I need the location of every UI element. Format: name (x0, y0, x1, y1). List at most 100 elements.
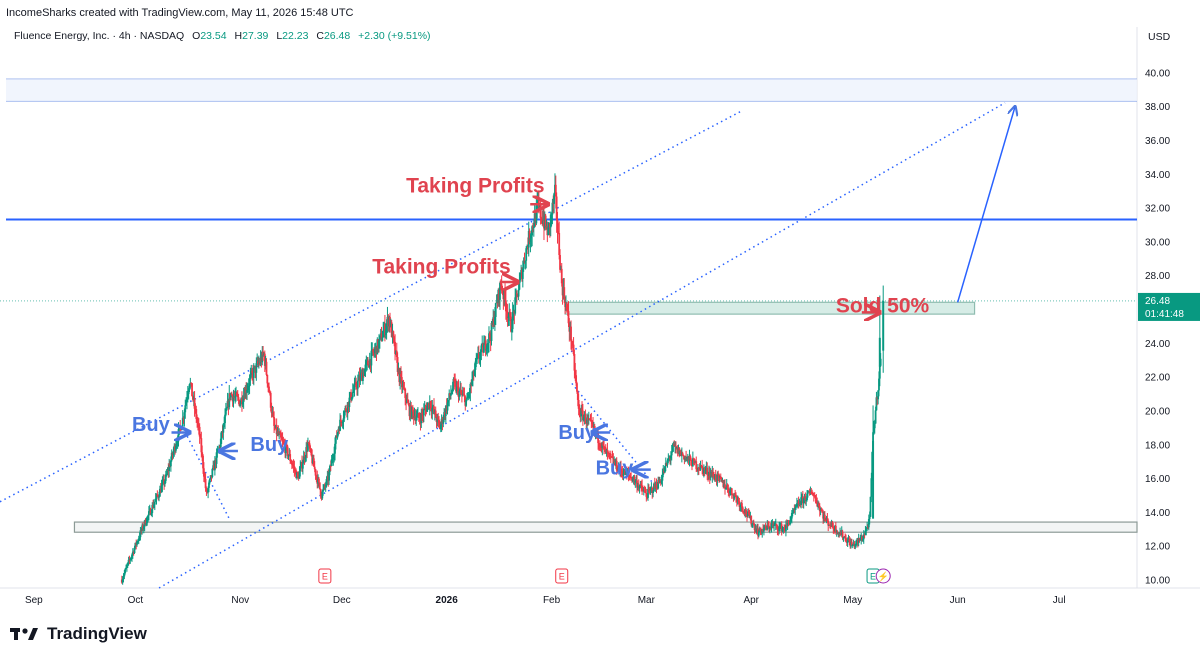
candle-body (187, 389, 190, 395)
candle-body (450, 391, 453, 394)
candle-body (692, 458, 695, 460)
candle-body (126, 562, 129, 566)
candle-body (573, 354, 576, 371)
candle-body (455, 386, 458, 392)
tradingview-brand[interactable]: TradingView (10, 624, 147, 644)
candle-body (656, 488, 659, 490)
change-value: +2.30 (+9.51%) (358, 30, 431, 42)
candle-body (655, 483, 658, 489)
candle-body (766, 524, 769, 530)
candle-body (691, 458, 694, 467)
candle-body (790, 518, 792, 521)
candle-body (314, 469, 317, 476)
candle-body (661, 474, 664, 481)
candle-body (827, 520, 830, 526)
candle-body (164, 474, 167, 481)
candle-body (480, 345, 483, 353)
candle-body (411, 407, 413, 418)
candle-body (378, 340, 380, 349)
candle-body (289, 454, 292, 462)
candle-body (251, 371, 254, 373)
candle-body (737, 499, 740, 502)
candle-body (761, 529, 764, 534)
candle-body (504, 290, 506, 301)
candle-body (220, 431, 223, 439)
candle-body (785, 524, 788, 526)
candle-body (863, 534, 866, 536)
candle-body (378, 335, 381, 341)
candle-body (207, 487, 210, 493)
candle-body (620, 471, 623, 473)
candle-body (741, 503, 743, 508)
candle-body (742, 510, 745, 513)
candle-body (566, 309, 569, 312)
y-tick-label: 32.00 (1145, 204, 1170, 215)
y-tick-label: 40.00 (1145, 68, 1170, 79)
candle-body (255, 363, 258, 373)
candle-body (453, 378, 456, 382)
candle-body (362, 372, 364, 381)
candle-body (598, 443, 600, 445)
candle-body (644, 490, 647, 494)
earnings-marker-icon (318, 568, 332, 584)
candle-body (150, 513, 153, 515)
candle-body (154, 498, 157, 502)
candle-body (610, 456, 613, 458)
candle-body (551, 202, 554, 215)
candle-body (342, 418, 345, 423)
price-chart[interactable]: 10.00 12.00 14.00 16.00 18.00 20.00 22.00 24.00… (0, 0, 1200, 620)
candle-body (649, 488, 652, 491)
candle-body (861, 536, 863, 541)
candle-body (355, 381, 358, 388)
candle-body (493, 316, 496, 325)
candle-body (669, 455, 672, 459)
candle-body (490, 322, 493, 341)
candle-body (662, 470, 665, 475)
target-arrow (956, 106, 1016, 303)
candle-body (241, 398, 243, 405)
candle-body (283, 442, 286, 446)
candle-body (528, 230, 531, 242)
brand-name: TradingView (47, 624, 147, 643)
x-tick-label: Dec (333, 595, 351, 606)
candle-body (844, 536, 847, 538)
candle-body (191, 396, 194, 400)
candle-body (714, 474, 717, 480)
candle-body (331, 459, 334, 461)
candle-body (421, 412, 424, 415)
candle-body (664, 466, 666, 473)
candle-body (770, 524, 773, 529)
candle-body (554, 184, 557, 197)
candle-body (553, 193, 556, 204)
candle-body (547, 227, 550, 236)
candle-body (452, 378, 455, 389)
candle-body (682, 455, 685, 457)
candle-body (315, 475, 318, 477)
y-tick-label: 18.00 (1145, 440, 1170, 451)
candle-body (350, 392, 352, 400)
candle-body (381, 337, 384, 341)
candle-body (586, 417, 589, 424)
candle-body (704, 469, 707, 471)
candle-body (336, 432, 339, 438)
candle-body (738, 501, 741, 507)
candle-body (578, 408, 581, 415)
candle-body (329, 465, 332, 467)
candle-body (359, 374, 362, 382)
x-tick-label: Jun (950, 595, 966, 606)
candle-body (841, 531, 844, 539)
candle-body (625, 470, 628, 474)
candle-body (478, 358, 481, 360)
candle-body (395, 350, 398, 358)
candle-body (434, 410, 437, 418)
candle-body (389, 316, 391, 327)
candle-body (442, 419, 445, 424)
candle-body (279, 433, 282, 438)
candle-body (699, 465, 702, 470)
candle-body (147, 515, 149, 517)
candle-body (461, 393, 463, 395)
candle-body (642, 489, 644, 492)
currency-label[interactable]: USD (1148, 31, 1171, 43)
candle-body (550, 214, 553, 216)
candle-body (823, 514, 826, 520)
